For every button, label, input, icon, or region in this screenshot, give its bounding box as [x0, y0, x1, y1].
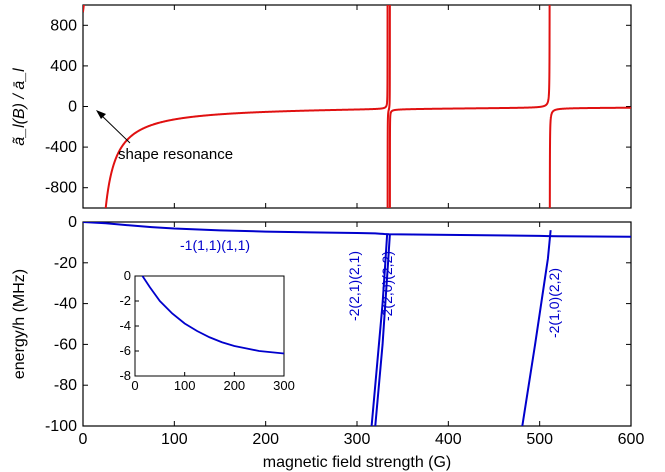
bottom-xtick-label: 400	[435, 431, 462, 448]
inset-xtick-label: 100	[174, 378, 196, 393]
inset-ytick-label: -4	[119, 318, 131, 333]
bottom-xtick-label: 100	[161, 431, 188, 448]
bottom-ytick-label: -20	[54, 255, 77, 272]
top-ytick-label: -800	[45, 180, 77, 197]
inset-series-line	[141, 275, 285, 355]
bottom-ytick-label: -60	[54, 336, 77, 353]
bottom-series-line-2	[370, 234, 389, 426]
inset-xtick-label: 300	[273, 378, 295, 393]
inset-ytick-label: 0	[124, 268, 131, 283]
shape-resonance-annotation: shape resonance	[118, 146, 233, 163]
top-curve-segment	[104, 5, 389, 208]
bottom-xtick-label: 600	[618, 431, 645, 448]
bottom-ytick-label: -100	[45, 418, 77, 435]
top-curve-segment	[548, 106, 631, 208]
top-y-axis-label: ã_l(B) / ā_l	[11, 68, 28, 146]
top-ytick-label: 400	[50, 58, 77, 75]
inset-ytick-label: -6	[119, 343, 131, 358]
series-label-3: -2(2,0)(2,2)	[379, 251, 395, 321]
bottom-series-line-3	[374, 234, 391, 426]
shape-resonance-arrow	[98, 112, 131, 144]
bottom-y-axis-label: energy/h (MHz)	[11, 269, 28, 379]
series-label-1: -1(1,1)(1,1)	[180, 237, 250, 253]
inset-ticks: 0 100 200 300 0 -2 -4 -6 -8	[119, 268, 294, 393]
bottom-ytick-label: 0	[68, 214, 77, 231]
top-ytick-label: 800	[50, 17, 77, 34]
inset-ytick-label: -8	[119, 368, 131, 383]
top-curve-segment	[386, 5, 391, 208]
bottom-series-line-4	[521, 230, 552, 426]
bottom-panel-curves	[83, 222, 631, 426]
top-curve-segment	[388, 5, 551, 208]
inset-xtick-label: 200	[223, 378, 245, 393]
bottom-xtick-label: 500	[526, 431, 553, 448]
inset-curve	[141, 275, 285, 355]
bottom-ytick-label: -80	[54, 377, 77, 394]
bottom-ytick-label: -40	[54, 296, 77, 313]
inset-xtick-label: 0	[131, 378, 138, 393]
bottom-xtick-label: 300	[344, 431, 371, 448]
top-panel-ticks: -800 -400 0 400 800	[45, 5, 632, 208]
x-axis-label: magnetic field strength (G)	[263, 454, 452, 471]
bottom-xtick-label: 0	[79, 431, 88, 448]
inset-ytick-label: -2	[119, 293, 131, 308]
bottom-series-line-1	[83, 222, 631, 238]
series-label-4: -2(1,0)(2,2)	[546, 268, 562, 338]
inset-frame	[134, 275, 285, 377]
shape-resonance-arrowhead	[96, 110, 106, 119]
inset-plot: 0 100 200 300 0 -2 -4 -6 -8	[119, 268, 294, 393]
series-label-2: -2(2,1)(2,1)	[346, 251, 362, 321]
top-panel-curves	[83, 5, 631, 208]
bottom-panel-ticks: 0 100 200 300 400 500 600-100-80-60-40-200	[45, 214, 644, 448]
bottom-xtick-label: 200	[252, 431, 279, 448]
top-curve-segment	[83, 5, 85, 13]
top-ytick-label: 0	[68, 99, 77, 116]
top-ytick-label: -400	[45, 139, 77, 156]
